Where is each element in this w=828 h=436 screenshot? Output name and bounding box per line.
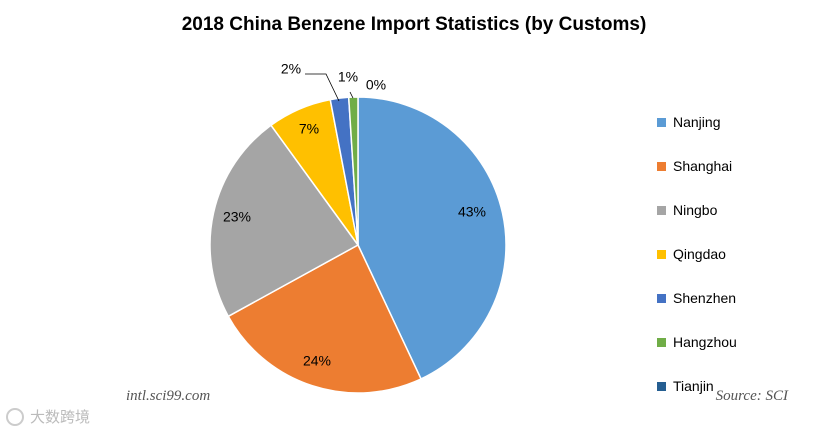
corner-logo-text: 大数跨境 [30, 409, 91, 426]
legend-swatch [657, 337, 666, 347]
legend-label: Shenzhen [673, 290, 737, 306]
legend-item-hangzhou: Hangzhou [657, 320, 822, 364]
legend-item-nanjing: Nanjing [657, 100, 822, 144]
legend-item-ningbo: Ningbo [657, 188, 822, 232]
source-note: Source: SCI [715, 388, 788, 404]
legend-item-shenzhen: Shenzhen [657, 276, 822, 320]
data-label-nanjing: 43% [458, 204, 486, 220]
data-label-ningbo: 23% [223, 209, 251, 225]
legend-label: Ningbo [673, 202, 718, 218]
pie-slice-hangzhou [347, 96, 359, 246]
legend-swatch [657, 117, 666, 127]
legend-item-shanghai: Shanghai [657, 144, 822, 188]
data-label-tianjin: 0% [366, 77, 386, 93]
data-label-hangzhou: 1% [338, 69, 358, 85]
pie-slice-shanghai [227, 243, 423, 394]
legend-swatch [657, 249, 666, 259]
data-label-shenzhen: 2% [281, 61, 301, 77]
leader-line-hangzhou [349, 91, 354, 99]
leader-line-shenzhen [305, 73, 340, 102]
site-watermark: intl.sci99.com [126, 388, 211, 404]
legend-label: Tianjin [673, 378, 714, 394]
corner-logo: 大数跨境 [6, 406, 90, 427]
legend-swatch [657, 293, 666, 303]
legend-swatch [657, 381, 666, 391]
legend-item-qingdao: Qingdao [657, 232, 822, 276]
legend-swatch [657, 205, 666, 215]
chart-title: 2018 China Benzene Import Statistics (by… [181, 14, 647, 35]
legend-swatch [657, 161, 666, 171]
pie-slice-nanjing [357, 96, 507, 380]
legend-label: Shanghai [673, 158, 733, 174]
data-label-shanghai: 24% [303, 353, 331, 369]
logo-mark-icon [6, 407, 24, 426]
legend-label: Qingdao [673, 246, 726, 262]
pie-slice-ningbo [209, 124, 360, 318]
data-label-qingdao: 7% [299, 121, 319, 137]
legend-item-tianjin: Tianjin [657, 364, 822, 408]
legend: Nanjing Shanghai Ningbo Qingdao Shenzhen Hang… [657, 100, 822, 408]
legend-label: Nanjing [673, 114, 721, 130]
legend-label: Hangzhou [673, 334, 737, 350]
